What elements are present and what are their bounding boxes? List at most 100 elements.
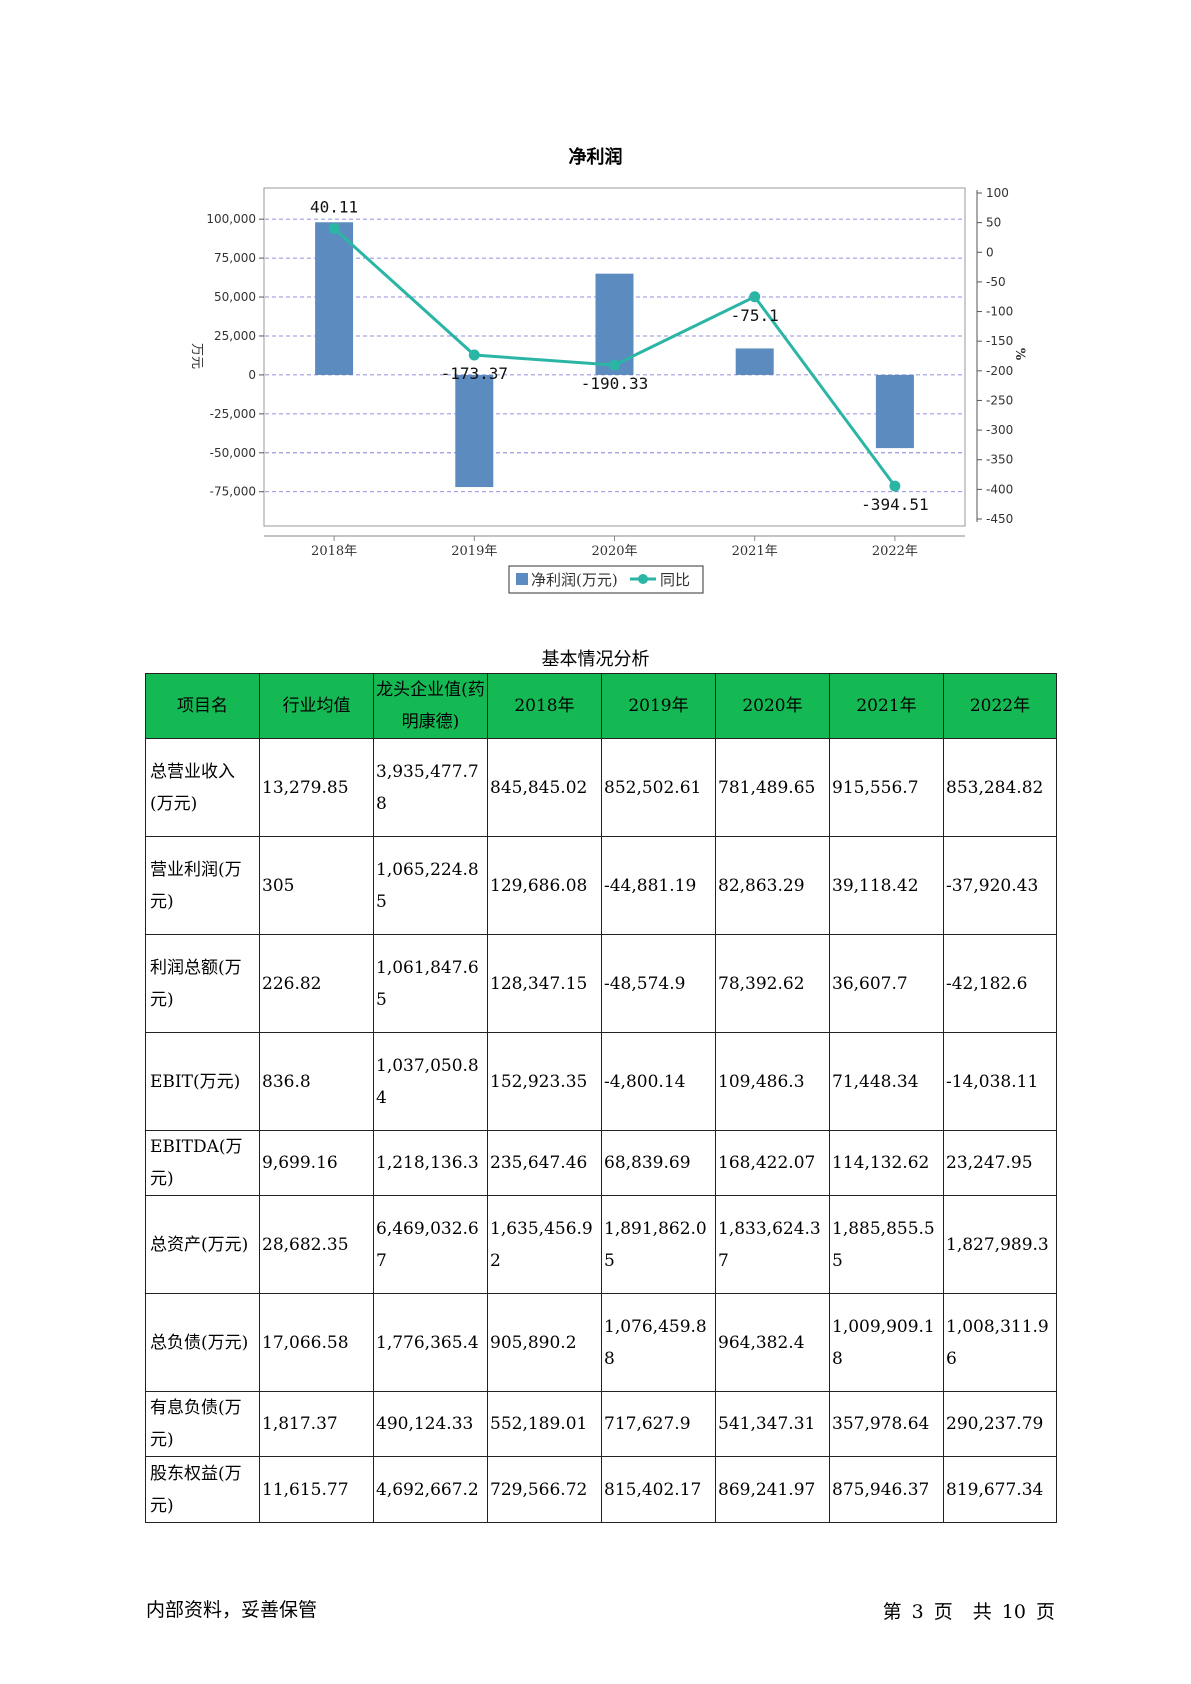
legend-bar-swatch (516, 573, 528, 585)
value-cell: 109,486.3 (715, 1032, 830, 1131)
bar (875, 374, 914, 449)
yoy-data-label: -173.37 (441, 364, 508, 383)
legend-line-marker (638, 574, 648, 584)
y2-tick-label: -300 (986, 423, 1013, 437)
y2-axis-title: % (1012, 348, 1027, 361)
table-row: 股东权益(万元) 11,615.77 4,692,667.2 729,566.72 81… (145, 1456, 1057, 1523)
footer-page-number: 第 3 页共 10 页 (883, 1597, 1055, 1624)
y2-tick-label: 0 (986, 245, 994, 259)
value-cell: 1,827,989.3 (943, 1195, 1057, 1294)
row-label-cell: 营业利润(万元) (145, 836, 260, 935)
value-cell: 28,682.35 (259, 1195, 374, 1294)
x-tick-label: 2019年 (451, 544, 497, 559)
table-row: EBITDA(万元) 9,699.16 1,218,136.3 235,647.46 6… (145, 1130, 1057, 1196)
table-row: 有息负债(万元) 1,817.37 490,124.33 552,189.01 717,… (145, 1391, 1057, 1457)
value-cell: 1,833,624.37 (715, 1195, 830, 1294)
row-label-cell: 总资产(万元) (145, 1195, 260, 1294)
y2-tick-label: -50 (986, 275, 1006, 289)
y2-tick-label: -100 (986, 305, 1013, 319)
table-row: 营业利润(万元) 305 1,065,224.85 129,686.08 -44,881… (145, 836, 1057, 935)
row-label-cell: 股东权益(万元) (145, 1456, 260, 1523)
yoy-point (328, 222, 340, 234)
value-cell: 836.8 (259, 1032, 374, 1131)
legend-line-label: 同比 (660, 571, 690, 589)
legend-bar-label: 净利润(万元) (531, 571, 618, 589)
value-cell: -42,182.6 (943, 934, 1057, 1033)
x-tick-label: 2020年 (591, 544, 637, 559)
y-tick-label: 0 (248, 368, 256, 382)
value-cell: -48,574.9 (601, 934, 716, 1033)
x-tick-label: 2022年 (872, 544, 918, 559)
value-cell: 1,635,456.92 (487, 1195, 602, 1294)
value-cell: -4,800.14 (601, 1032, 716, 1131)
value-cell: 68,839.69 (601, 1130, 716, 1196)
value-cell: 869,241.97 (715, 1456, 830, 1523)
row-label-cell: 总营业收入(万元) (145, 738, 260, 837)
table-caption: 基本情况分析 (541, 649, 650, 670)
header-cell: 2021年 (829, 673, 944, 739)
value-cell: -37,920.43 (943, 836, 1057, 935)
y2-tick-label: -200 (986, 364, 1013, 378)
y-tick-label: 100,000 (206, 212, 256, 226)
yoy-data-label: -190.33 (581, 374, 648, 393)
value-cell: 39,118.42 (829, 836, 944, 935)
value-cell: 168,422.07 (715, 1130, 830, 1196)
y2-tick-label: -450 (986, 512, 1013, 526)
total-pages: 10 (1001, 1601, 1026, 1623)
header-cell: 2020年 (715, 673, 830, 739)
value-cell: 819,677.34 (943, 1456, 1057, 1523)
value-cell: 36,607.7 (829, 934, 944, 1033)
value-cell: 17,066.58 (259, 1293, 374, 1392)
value-cell: 1,817.37 (259, 1391, 374, 1457)
value-cell: 11,615.77 (259, 1456, 374, 1523)
row-label-cell: 有息负债(万元) (145, 1391, 260, 1457)
value-cell: 905,890.2 (487, 1293, 602, 1392)
value-cell: 305 (259, 836, 374, 935)
row-label-cell: 利润总额(万元) (145, 934, 260, 1033)
value-cell: 78,392.62 (715, 934, 830, 1033)
value-cell: 1,037,050.84 (373, 1032, 488, 1131)
value-cell: 852,502.61 (601, 738, 716, 837)
y2-tick-label: -400 (986, 482, 1013, 496)
value-cell: 552,189.01 (487, 1391, 602, 1457)
value-cell: 235,647.46 (487, 1130, 602, 1196)
page-number: 3 (911, 1601, 924, 1623)
table-row: 总营业收入(万元) 13,279.85 3,935,477.78 845,845.02… (145, 738, 1057, 837)
net-profit-chart: 100,000 75,000 50,000 25,000 0 -25,000 -50,000… (189, 186, 1027, 594)
page-suffix: 页 (1035, 1601, 1055, 1623)
yoy-data-label: 40.11 (310, 197, 358, 216)
value-cell: 6,469,032.67 (373, 1195, 488, 1294)
table-row: EBIT(万元) 836.8 1,037,050.84 152,923.35 -4,80… (145, 1032, 1057, 1131)
y2-tick-label: 100 (986, 186, 1009, 200)
plot-frame (263, 187, 966, 527)
value-cell: 729,566.72 (487, 1456, 602, 1523)
row-label-cell: EBIT(万元) (145, 1032, 260, 1131)
total-prefix: 共 (972, 1601, 992, 1623)
value-cell: 13,279.85 (259, 738, 374, 837)
bar (735, 348, 774, 375)
value-cell: 717,627.9 (601, 1391, 716, 1457)
chart-title: 净利润 (568, 147, 623, 168)
y-axis-title: 万元 (189, 343, 204, 369)
value-cell: 915,556.7 (829, 738, 944, 837)
x-tick-label: 2021年 (732, 544, 778, 559)
value-cell: 129,686.08 (487, 836, 602, 935)
yoy-data-label: -75.1 (731, 306, 779, 325)
value-cell: 71,448.34 (829, 1032, 944, 1131)
value-cell: 964,382.4 (715, 1293, 830, 1392)
row-label-cell: EBITDA(万元) (145, 1130, 260, 1196)
value-cell: 114,132.62 (829, 1130, 944, 1196)
y2-tick-label: -150 (986, 334, 1013, 348)
basic-analysis-table: 项目名 行业均值 龙头企业值(药明康德) 2018年 2019年 2020年 2… (145, 673, 1057, 1523)
header-cell: 行业均值 (259, 673, 374, 739)
value-cell: 781,489.65 (715, 738, 830, 837)
value-cell: -44,881.19 (601, 836, 716, 935)
bar (455, 374, 494, 488)
header-cell: 龙头企业值(药明康德) (373, 673, 488, 739)
y-tick-label: 25,000 (214, 329, 256, 343)
value-cell: 1,885,855.55 (829, 1195, 944, 1294)
value-cell: 82,863.29 (715, 836, 830, 935)
value-cell: 1,008,311.96 (943, 1293, 1057, 1392)
yoy-point (889, 480, 901, 492)
yoy-data-label: -394.51 (861, 495, 928, 514)
